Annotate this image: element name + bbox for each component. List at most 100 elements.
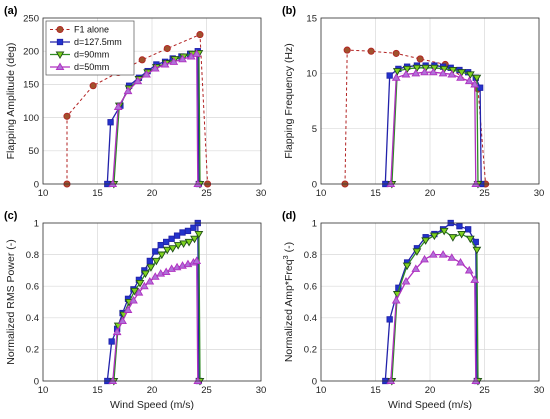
- data-point-d-90mm: [429, 64, 439, 73]
- legend-label: d=127.5mm: [74, 37, 122, 47]
- y-tick-label: 0: [312, 376, 317, 387]
- x-tick-label: 15: [92, 188, 103, 199]
- data-point-d-50mm: [169, 57, 179, 65]
- data-point-d-50mm: [178, 54, 187, 63]
- x-tick-label: 25: [201, 188, 212, 199]
- data-point-d-127-5mm: [386, 316, 393, 323]
- data-point-d-50mm: [420, 67, 429, 76]
- data-point-d-50mm: [471, 179, 481, 188]
- data-point-f1-alone: [89, 82, 97, 90]
- y-tick-label: 5: [312, 124, 317, 135]
- y-tick-label: 0: [34, 179, 39, 190]
- panel-b: 10 15 20 25 30 0 5 10 15 Flapping Frequency (Hz) (…: [282, 5, 544, 199]
- legend: F1 alone d=127.5mm d=90mm d=50mm: [45, 20, 135, 76]
- series-d-90mm: [387, 64, 483, 189]
- data-point-d-90mm: [472, 74, 482, 83]
- legend-label: d=90mm: [74, 50, 109, 60]
- panel-d: 10 15 20 25 30 0 0.2 0.4 0.6 0.8 1 Wind Speed (m/s)…: [281, 210, 544, 411]
- panel-label: (a): [4, 5, 18, 17]
- x-tick-label: 20: [147, 188, 158, 199]
- data-point-d-90mm: [421, 237, 431, 245]
- series-line-f1-alone: [344, 49, 487, 185]
- y-tick-label: 50: [28, 146, 39, 157]
- data-point-d-90mm: [465, 71, 475, 79]
- data-point-d-90mm: [429, 232, 439, 241]
- y-tick-label: 0: [312, 179, 317, 190]
- series-d-90mm: [109, 231, 205, 386]
- data-point-d-50mm: [438, 250, 448, 258]
- x-tick-label: 30: [256, 188, 267, 199]
- panel-a: 10 15 20 25 30 0 50 100 150 200 250 Flapping Amplit…: [4, 5, 266, 199]
- data-point-d-50mm: [133, 76, 143, 85]
- data-point-d-127-5mm: [456, 223, 463, 230]
- data-point-d-90mm: [412, 64, 422, 73]
- legend-marker-d-50mm: [55, 62, 65, 71]
- data-point-d-127-5mm: [163, 238, 170, 246]
- x-tick-label: 30: [256, 385, 267, 396]
- y-tick-label: 0.2: [26, 345, 39, 356]
- data-point-d-50mm: [108, 179, 118, 188]
- series-d-90mm: [387, 227, 483, 386]
- y-axis-label: Flapping Amplitude (deg): [5, 43, 17, 160]
- data-point-d-127-5mm: [465, 226, 472, 233]
- data-point-d-90mm: [173, 242, 183, 250]
- series-d-50mm: [386, 67, 481, 188]
- x-tick-label: 15: [92, 385, 103, 396]
- y-tick-label: 1: [34, 218, 39, 229]
- x-axis-label: Wind Speed (m/s): [110, 399, 194, 411]
- legend-label: F1 alone: [74, 25, 109, 35]
- data-point-d-90mm: [162, 246, 172, 255]
- data-point-d-127-5mm: [476, 84, 484, 91]
- x-tick-label: 20: [147, 385, 158, 396]
- x-tick-label: 15: [370, 385, 381, 396]
- data-point-d-50mm: [192, 49, 202, 57]
- y-tick-label: 0: [34, 376, 39, 387]
- data-point-d-50mm: [456, 258, 465, 266]
- data-point-d-50mm: [428, 250, 438, 258]
- data-point-d-50mm: [401, 276, 411, 285]
- series-d-50mm: [386, 250, 481, 385]
- data-point-d-50mm: [142, 69, 151, 78]
- legend-marker-d-127-5mm: [56, 38, 64, 46]
- data-point-d-127-5mm: [173, 232, 181, 239]
- data-point-d-90mm: [157, 251, 167, 260]
- data-point-d-50mm: [160, 59, 170, 68]
- x-axis-label: Wind Speed (m/s): [388, 399, 472, 411]
- data-point-d-90mm: [146, 264, 156, 272]
- axes-frame: [320, 222, 540, 382]
- data-point-d-90mm: [421, 64, 431, 73]
- x-tick-label: 10: [38, 188, 49, 199]
- data-point-d-90mm: [402, 65, 412, 74]
- data-point-d-50mm: [420, 254, 429, 263]
- data-point-d-127-5mm: [179, 229, 186, 236]
- data-point-d-90mm: [457, 69, 466, 77]
- data-point-f1-alone: [196, 31, 204, 39]
- y-tick-label: 15: [306, 13, 317, 24]
- data-point-d-90mm: [402, 262, 412, 271]
- data-point-d-90mm: [141, 270, 150, 279]
- y-tick-label: 250: [23, 13, 39, 24]
- data-point-d-90mm: [465, 235, 475, 244]
- axes-frame: [42, 17, 262, 185]
- data-point-d-50mm: [391, 73, 401, 81]
- data-point-d-50mm: [123, 86, 133, 95]
- data-point-d-50mm: [438, 68, 448, 77]
- axes-frame: [42, 222, 262, 382]
- data-point-d-50mm: [113, 102, 123, 111]
- data-point-d-50mm: [192, 256, 202, 264]
- data-point-d-127-5mm: [157, 241, 164, 249]
- data-point-d-50mm: [470, 79, 480, 88]
- legend-label: d=50mm: [74, 62, 109, 72]
- y-tick-label: 0.2: [304, 345, 317, 356]
- data-point-d-127-5mm: [146, 257, 153, 265]
- data-point-d-50mm: [456, 73, 465, 81]
- data-point-d-50mm: [108, 376, 118, 385]
- y-tick-label: 1: [312, 218, 317, 229]
- data-point-d-50mm: [386, 376, 396, 385]
- y-tick-label: 0.6: [304, 282, 317, 293]
- panel-label: (d): [282, 210, 296, 222]
- data-point-d-127-5mm: [107, 119, 114, 126]
- data-point-d-50mm: [411, 68, 421, 77]
- data-point-d-90mm: [457, 231, 466, 239]
